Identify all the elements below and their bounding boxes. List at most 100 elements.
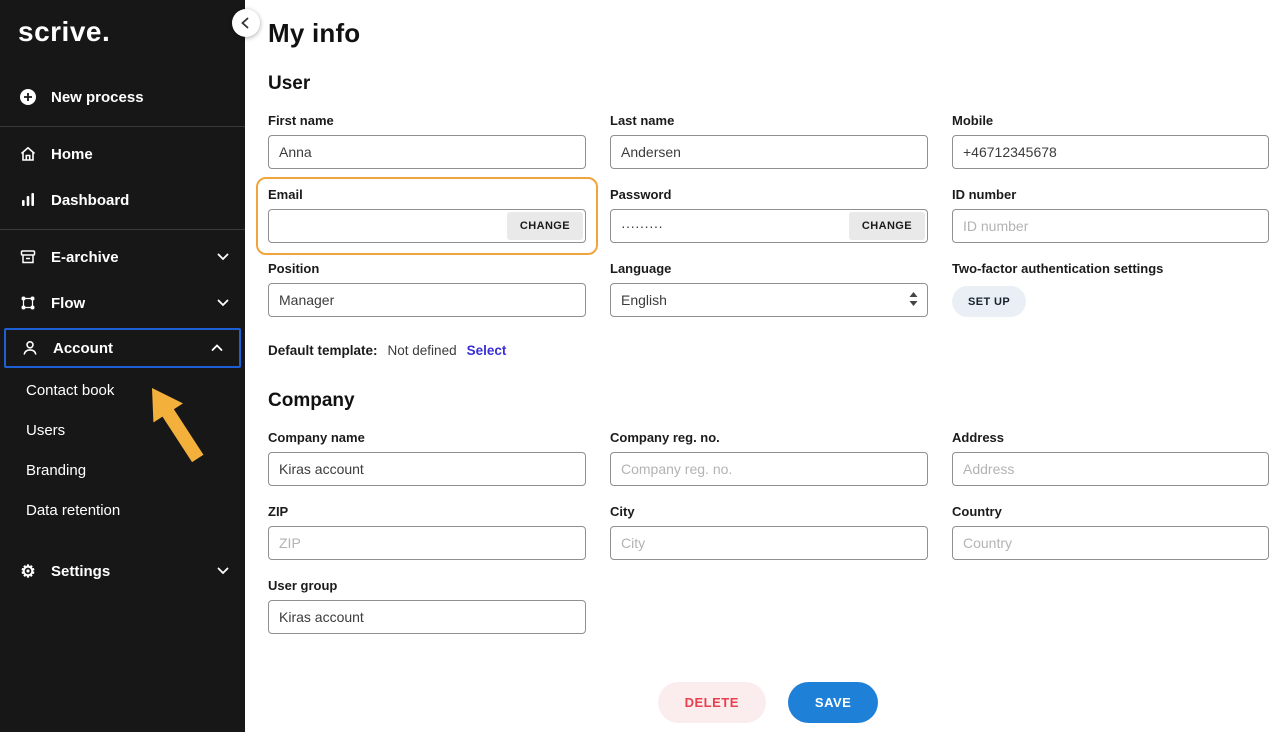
sidebar-item-label: Account — [53, 339, 113, 357]
sidebar-item-label: E-archive — [51, 248, 119, 266]
sidebar-item-label: Home — [51, 145, 93, 163]
form-actions: DELETE SAVE — [268, 682, 1268, 723]
company-name-label: Company name — [268, 430, 365, 445]
id-number-label: ID number — [952, 187, 1017, 202]
email-highlight-outline: Email CHANGE — [256, 177, 598, 255]
default-template-label: Default template: — [268, 343, 378, 358]
home-icon — [18, 145, 38, 163]
first-name-input[interactable] — [268, 135, 586, 169]
position-label: Position — [268, 261, 320, 276]
language-select[interactable]: English — [610, 283, 928, 317]
sidebar-item-new-process[interactable]: New process — [0, 74, 245, 120]
country-input[interactable] — [952, 526, 1269, 560]
flow-nodes-icon — [18, 294, 38, 312]
sidebar-item-e-archive[interactable]: E-archive — [0, 234, 245, 280]
sidebar-group-home: Home Dashboard — [0, 127, 245, 230]
default-template-select-link[interactable]: Select — [466, 343, 507, 358]
two-factor-field-group: Two-factor authentication settings SET U… — [952, 261, 1269, 317]
sidebar-subitem-label: Branding — [26, 461, 87, 479]
sidebar-item-label: Settings — [51, 562, 111, 580]
address-input[interactable] — [952, 452, 1269, 486]
sidebar-item-home[interactable]: Home — [0, 131, 245, 177]
zip-field-group: ZIP — [268, 504, 586, 560]
sidebar-item-account[interactable]: Account — [4, 328, 241, 368]
position-field-group: Position — [268, 261, 586, 317]
mobile-field-group: Mobile — [952, 113, 1269, 169]
user-group-input[interactable] — [268, 600, 586, 634]
chevron-down-icon — [217, 299, 229, 307]
password-field-group: Password CHANGE — [610, 187, 928, 243]
email-change-button[interactable]: CHANGE — [506, 212, 583, 240]
sidebar-subitem-label: Data retention — [26, 501, 121, 519]
company-section-title: Company — [268, 390, 355, 411]
language-label: Language — [610, 261, 672, 276]
language-selected-value: English — [621, 292, 667, 308]
person-icon — [20, 339, 40, 357]
sidebar-item-dashboard[interactable]: Dashboard — [0, 177, 245, 223]
sidebar-item-data-retention[interactable]: Data retention — [0, 490, 245, 530]
chevron-down-icon — [217, 567, 229, 575]
sidebar-subitem-label: Contact book — [26, 381, 115, 399]
company-name-input[interactable] — [268, 452, 586, 486]
zip-input[interactable] — [268, 526, 586, 560]
sidebar-item-users[interactable]: Users — [0, 410, 245, 450]
sidebar-subitem-label: Users — [26, 421, 66, 439]
sidebar-group-new-process: New process — [0, 70, 245, 127]
default-template-row: Default template: Not defined Select — [268, 343, 1268, 358]
app-logo: scrive. — [18, 16, 111, 47]
city-input[interactable] — [610, 526, 928, 560]
company-reg-no-label: Company reg. no. — [610, 430, 720, 445]
user-group-field-group: User group — [268, 578, 586, 634]
password-change-button[interactable]: CHANGE — [848, 212, 925, 240]
company-name-field-group: Company name — [268, 430, 586, 486]
sidebar-item-branding[interactable]: Branding — [0, 450, 245, 490]
country-field-group: Country — [952, 504, 1269, 560]
bar-chart-icon — [18, 191, 38, 209]
email-label: Email — [268, 187, 303, 202]
email-field-group: Email CHANGE — [256, 177, 598, 255]
sidebar-group-main: E-archive Flow Account — [0, 230, 245, 600]
save-button[interactable]: SAVE — [787, 682, 879, 723]
chevron-down-icon — [217, 253, 229, 261]
company-form: Company name Company reg. no. Address ZI… — [268, 430, 1269, 634]
two-factor-label: Two-factor authentication settings — [952, 261, 1164, 276]
sidebar: scrive. New process Home Dashboard — [0, 0, 245, 732]
first-name-label: First name — [268, 113, 334, 128]
delete-button[interactable]: DELETE — [657, 682, 766, 723]
gear-icon: ⚙ — [20, 561, 36, 581]
address-label: Address — [952, 430, 1005, 445]
zip-label: ZIP — [268, 504, 289, 519]
position-input[interactable] — [268, 283, 586, 317]
language-field-group: Language English — [610, 261, 928, 317]
password-label: Password — [610, 187, 672, 202]
chevron-up-icon — [211, 344, 223, 352]
sidebar-item-label: Dashboard — [51, 191, 130, 209]
unfold-arrows-icon — [908, 291, 919, 310]
mobile-input[interactable] — [952, 135, 1269, 169]
sidebar-item-contact-book[interactable]: Contact book — [0, 370, 245, 410]
city-field-group: City — [610, 504, 928, 560]
first-name-field-group: First name — [268, 113, 586, 169]
sidebar-item-flow[interactable]: Flow — [0, 280, 245, 326]
default-template-value: Not defined — [387, 343, 457, 358]
address-field-group: Address — [952, 430, 1269, 486]
page-title: My info — [268, 18, 361, 48]
sidebar-item-settings[interactable]: ⚙ Settings — [0, 548, 245, 594]
chevron-left-icon — [241, 17, 249, 29]
user-group-label: User group — [268, 578, 338, 593]
id-number-input[interactable] — [952, 209, 1269, 243]
company-reg-no-field-group: Company reg. no. — [610, 430, 928, 486]
mobile-label: Mobile — [952, 113, 994, 128]
sidebar-item-label: Flow — [51, 294, 86, 312]
company-reg-no-input[interactable] — [610, 452, 928, 486]
two-factor-setup-button[interactable]: SET UP — [952, 286, 1027, 317]
country-label: Country — [952, 504, 1002, 519]
back-button[interactable] — [232, 9, 260, 37]
last-name-field-group: Last name — [610, 113, 928, 169]
sidebar-item-label: New process — [51, 88, 144, 106]
id-number-field-group: ID number — [952, 187, 1269, 243]
last-name-input[interactable] — [610, 135, 928, 169]
user-form: First name Last name Mobile Email CHANGE — [256, 113, 1269, 317]
user-section-title: User — [268, 73, 311, 94]
